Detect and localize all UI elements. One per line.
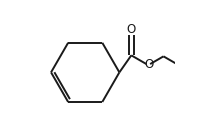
Text: O: O	[127, 23, 136, 36]
Text: O: O	[145, 58, 154, 71]
